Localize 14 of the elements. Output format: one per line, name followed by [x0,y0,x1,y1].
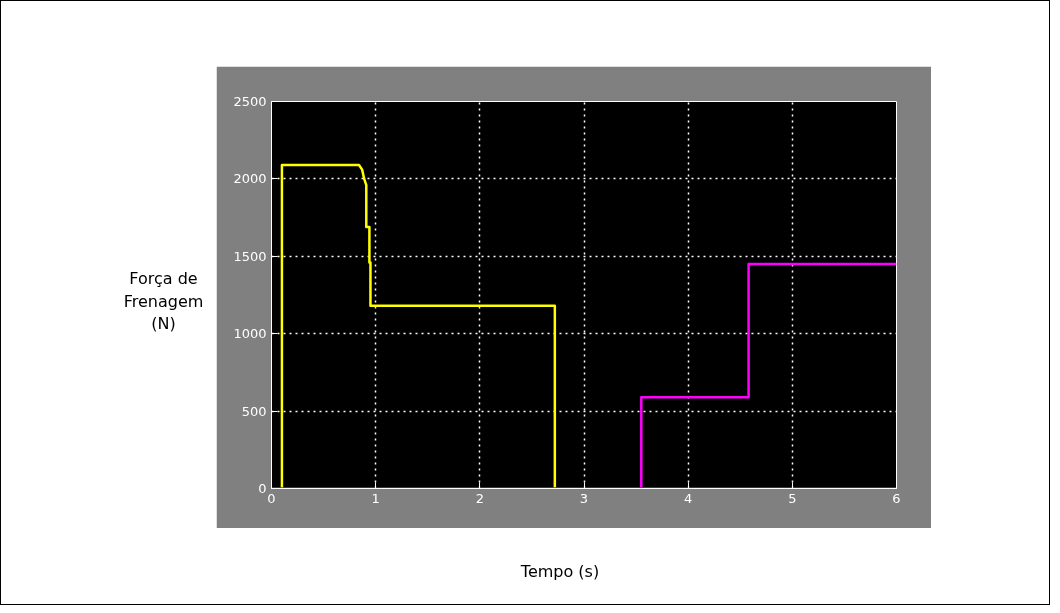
x-axis-title: Tempo (s) [520,561,600,583]
x-tick-label: 1 [371,490,380,506]
x-tick-label: 6 [892,490,901,506]
x-tick-label: 2 [475,490,484,506]
y-tick-label: 2500 [233,94,267,109]
y-tick-label: 1000 [233,326,267,342]
y-tick-label: 2000 [233,171,267,187]
x-tick-label: 5 [788,490,797,506]
y-axis-title: Força de Frenagem (N) [123,267,204,336]
y-tick-label: 1500 [233,248,267,264]
x-tick-label: 3 [579,490,589,506]
y-tick-label: 500 [241,403,267,419]
line-series [280,163,557,489]
x-tick-label: 4 [684,490,693,506]
